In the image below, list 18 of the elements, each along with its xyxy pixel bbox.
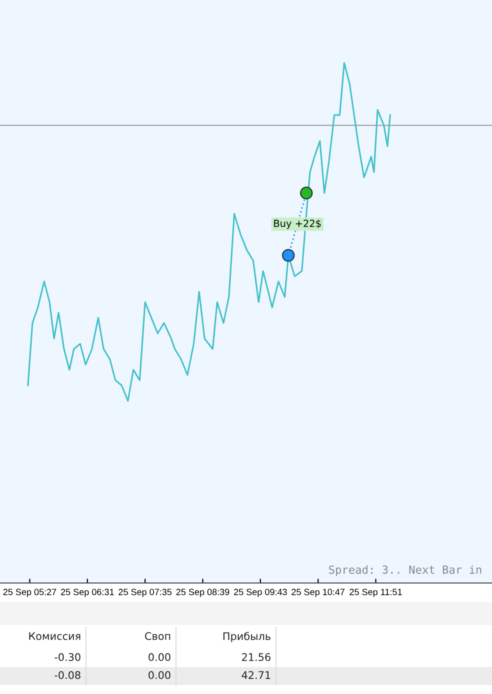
text: 21.56 bbox=[242, 653, 270, 662]
text: 0.00 bbox=[148, 653, 170, 662]
x-tick-label: 25 Sep 05:27 bbox=[3, 588, 56, 597]
text: Своп bbox=[145, 632, 170, 640]
x-tick-label: 25 Sep 10:47 bbox=[292, 588, 344, 597]
text: -0.30 bbox=[54, 653, 80, 662]
text: Комиссия bbox=[29, 632, 80, 640]
x-tick-label: 25 Sep 11:51 bbox=[350, 588, 402, 597]
annotation: Buy +22$ bbox=[274, 219, 321, 229]
x-tick-label: 25 Sep 08:39 bbox=[176, 588, 230, 597]
x-tick-label: 25 Sep 06:31 bbox=[61, 588, 114, 597]
text: 42.71 bbox=[242, 671, 270, 679]
text: 0.00 bbox=[148, 671, 170, 680]
x-tick-label: 25 Sep 07:35 bbox=[118, 588, 172, 597]
annotation: Spread: 3.. Next Bar in bbox=[329, 565, 482, 576]
x-tick-label: 25 Sep 09:43 bbox=[234, 588, 287, 597]
text: Прибыль bbox=[223, 632, 270, 642]
text: -0.08 bbox=[54, 671, 80, 680]
